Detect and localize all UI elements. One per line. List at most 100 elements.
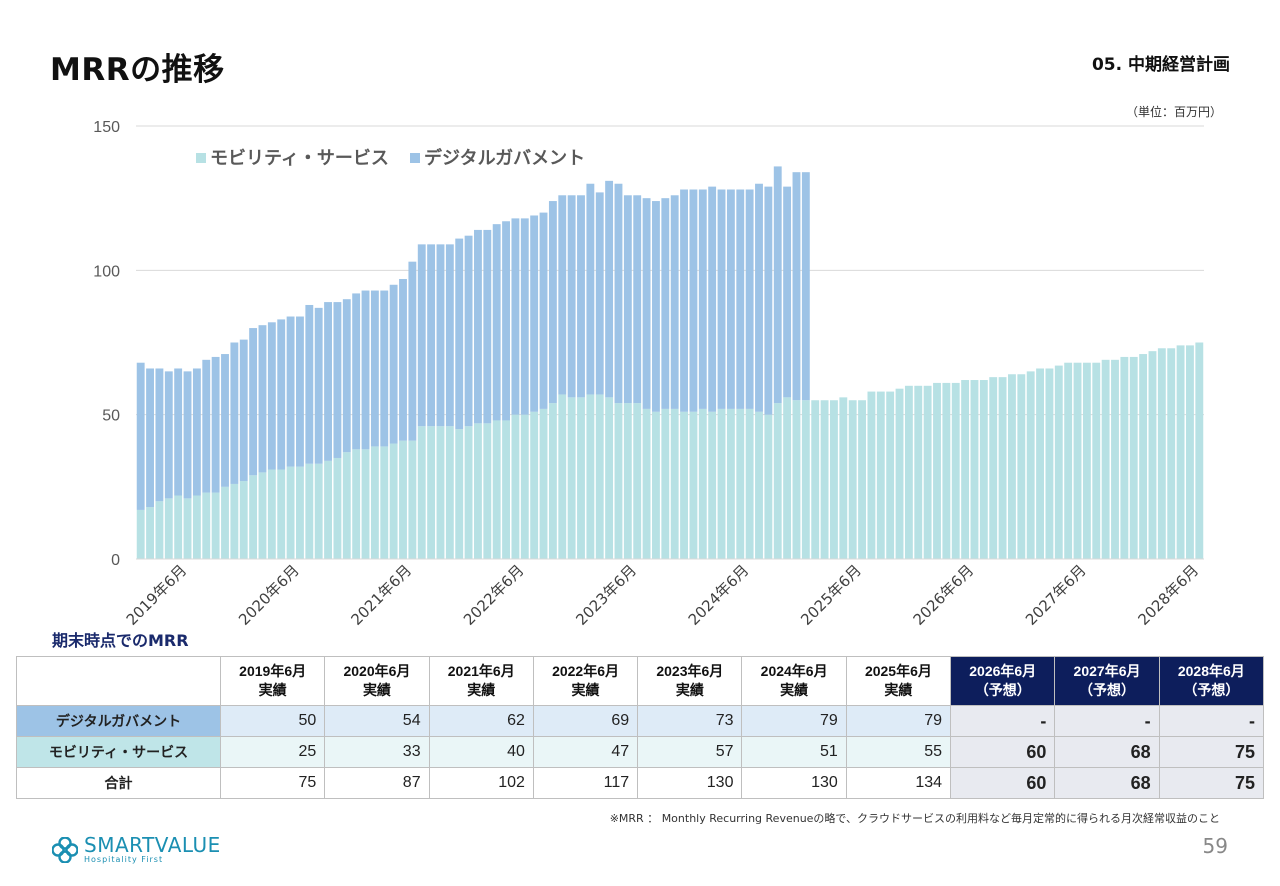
bar-digital-government — [567, 195, 576, 398]
bar-mobility-service — [511, 414, 520, 559]
bar-digital-government — [558, 195, 567, 395]
bar-mobility-service — [1111, 359, 1119, 559]
bar-mobility-service — [174, 495, 183, 559]
bar-mobility-service — [239, 481, 248, 559]
bar-mobility-service — [436, 426, 445, 559]
bar-digital-government — [342, 299, 351, 453]
bar-digital-government — [202, 359, 211, 493]
bar-digital-government — [670, 195, 679, 409]
bar-mobility-service — [464, 426, 473, 559]
unit-label: （単位：百万円） — [1125, 105, 1222, 119]
table-cell: 69 — [532, 705, 639, 737]
bar-mobility-service — [445, 426, 454, 559]
table-cell: 73 — [637, 705, 743, 737]
bar-mobility-service — [933, 382, 941, 559]
bar-mobility-service — [923, 385, 932, 559]
table-cell: 55 — [845, 736, 952, 768]
legend-label: デジタルガバメント — [424, 147, 585, 169]
bar-mobility-service — [783, 397, 792, 559]
bar-mobility-service — [595, 394, 604, 559]
bar-digital-government — [633, 195, 642, 404]
bar-digital-government — [511, 218, 520, 415]
bar-digital-government — [539, 212, 548, 409]
bar-digital-government — [305, 304, 314, 464]
bar-digital-government — [314, 307, 323, 464]
table-cell: 40 — [428, 736, 534, 768]
bar-mobility-service — [399, 440, 407, 559]
bar-mobility-service — [314, 463, 323, 559]
bar-mobility-service — [1045, 368, 1054, 559]
bar-digital-government — [474, 229, 482, 424]
table-cell: 134 — [845, 767, 952, 799]
table-cell-forecast: 60 — [950, 767, 1056, 799]
bar-mobility-service — [324, 460, 332, 559]
bar-mobility-service — [708, 411, 717, 559]
bar-mobility-service — [792, 400, 801, 559]
logo-tagline: Hospitality First — [84, 855, 164, 864]
bar-mobility-service — [1129, 356, 1138, 559]
bar-mobility-service — [558, 394, 567, 559]
company-logo: SMARTVALUE Hospitality First — [51, 833, 221, 864]
table-cell: 33 — [324, 736, 430, 768]
table-cell-forecast: 75 — [1158, 736, 1265, 768]
bar-mobility-service — [1195, 342, 1204, 559]
x-tick-label: 2025年6月 — [797, 561, 865, 629]
table-cell: 75 — [219, 767, 326, 799]
bar-digital-government — [324, 302, 332, 461]
footnote: ※MRR ： Monthly Recurring Revenueの略で、クラウド… — [609, 812, 1220, 825]
bar-mobility-service — [904, 385, 913, 559]
bar-mobility-service — [155, 501, 164, 559]
table-col-header: 2024年6月 実績 — [741, 656, 847, 706]
bar-mobility-service — [867, 391, 876, 559]
bar-mobility-service — [979, 380, 988, 559]
bar-mobility-service — [942, 382, 951, 559]
bar-digital-government — [230, 342, 239, 484]
table-row-digital-government: デジタルガバメント 50 54 62 69 73 79 79 - - - — [16, 705, 1265, 737]
bar-digital-government — [155, 368, 164, 502]
bar-digital-government — [689, 189, 698, 412]
bar-mobility-service — [1026, 371, 1035, 559]
bar-digital-government — [249, 328, 258, 476]
bar-digital-government — [586, 183, 595, 395]
bar-digital-government — [445, 244, 454, 427]
table-col-header: 2023年6月 実績 — [637, 656, 743, 706]
bar-digital-government — [577, 195, 585, 398]
bar-digital-government — [764, 186, 773, 415]
logo-name: SMARTVALUE — [84, 833, 221, 857]
bar-digital-government — [708, 186, 717, 412]
bar-mobility-service — [989, 377, 998, 559]
bar-digital-government — [783, 186, 792, 398]
table-cell-forecast: - — [1054, 705, 1160, 737]
legend-label: モビリティ・サービス — [210, 148, 389, 169]
bar-mobility-service — [249, 475, 258, 559]
bar-digital-government — [136, 362, 145, 510]
table-col-header: 2022年6月 実績 — [532, 656, 639, 706]
table-cell-forecast: 68 — [1054, 767, 1160, 799]
table-cell-forecast: - — [950, 705, 1056, 737]
bar-mobility-service — [1176, 345, 1185, 559]
bar-mobility-service — [801, 400, 810, 559]
mrr-stacked-bar-chart: 0 50 100 150 2019年6月 2020年6月 2021年6月 2022年6月 202… — [93, 119, 1204, 629]
bar-digital-government — [483, 229, 492, 424]
x-tick-label: 2019年6月 — [123, 561, 191, 629]
bar-mobility-service — [230, 483, 239, 559]
bar-digital-government — [502, 221, 510, 421]
bar-mobility-service — [211, 492, 220, 559]
table-col-header-forecast: 2028年6月 （予想） — [1158, 656, 1265, 706]
bar-mobility-service — [1008, 374, 1016, 559]
bar-digital-government — [192, 368, 201, 496]
x-tick-label: 2027年6月 — [1022, 561, 1090, 629]
bar-digital-government — [520, 218, 529, 415]
table-cell: 57 — [637, 736, 743, 768]
table-cell-forecast: 75 — [1158, 767, 1265, 799]
bar-mobility-service — [455, 429, 464, 559]
row-label: モビリティ・サービス — [16, 736, 221, 768]
bar-digital-government — [745, 189, 754, 409]
bar-mobility-service — [633, 403, 642, 559]
x-tick-label: 2022年6月 — [460, 561, 528, 629]
bar-mobility-service — [352, 449, 361, 559]
bar-mobility-service — [286, 466, 295, 559]
bar-mobility-service — [1139, 354, 1148, 559]
x-tick-label: 2026年6月 — [910, 561, 978, 629]
bar-digital-government — [623, 195, 632, 404]
